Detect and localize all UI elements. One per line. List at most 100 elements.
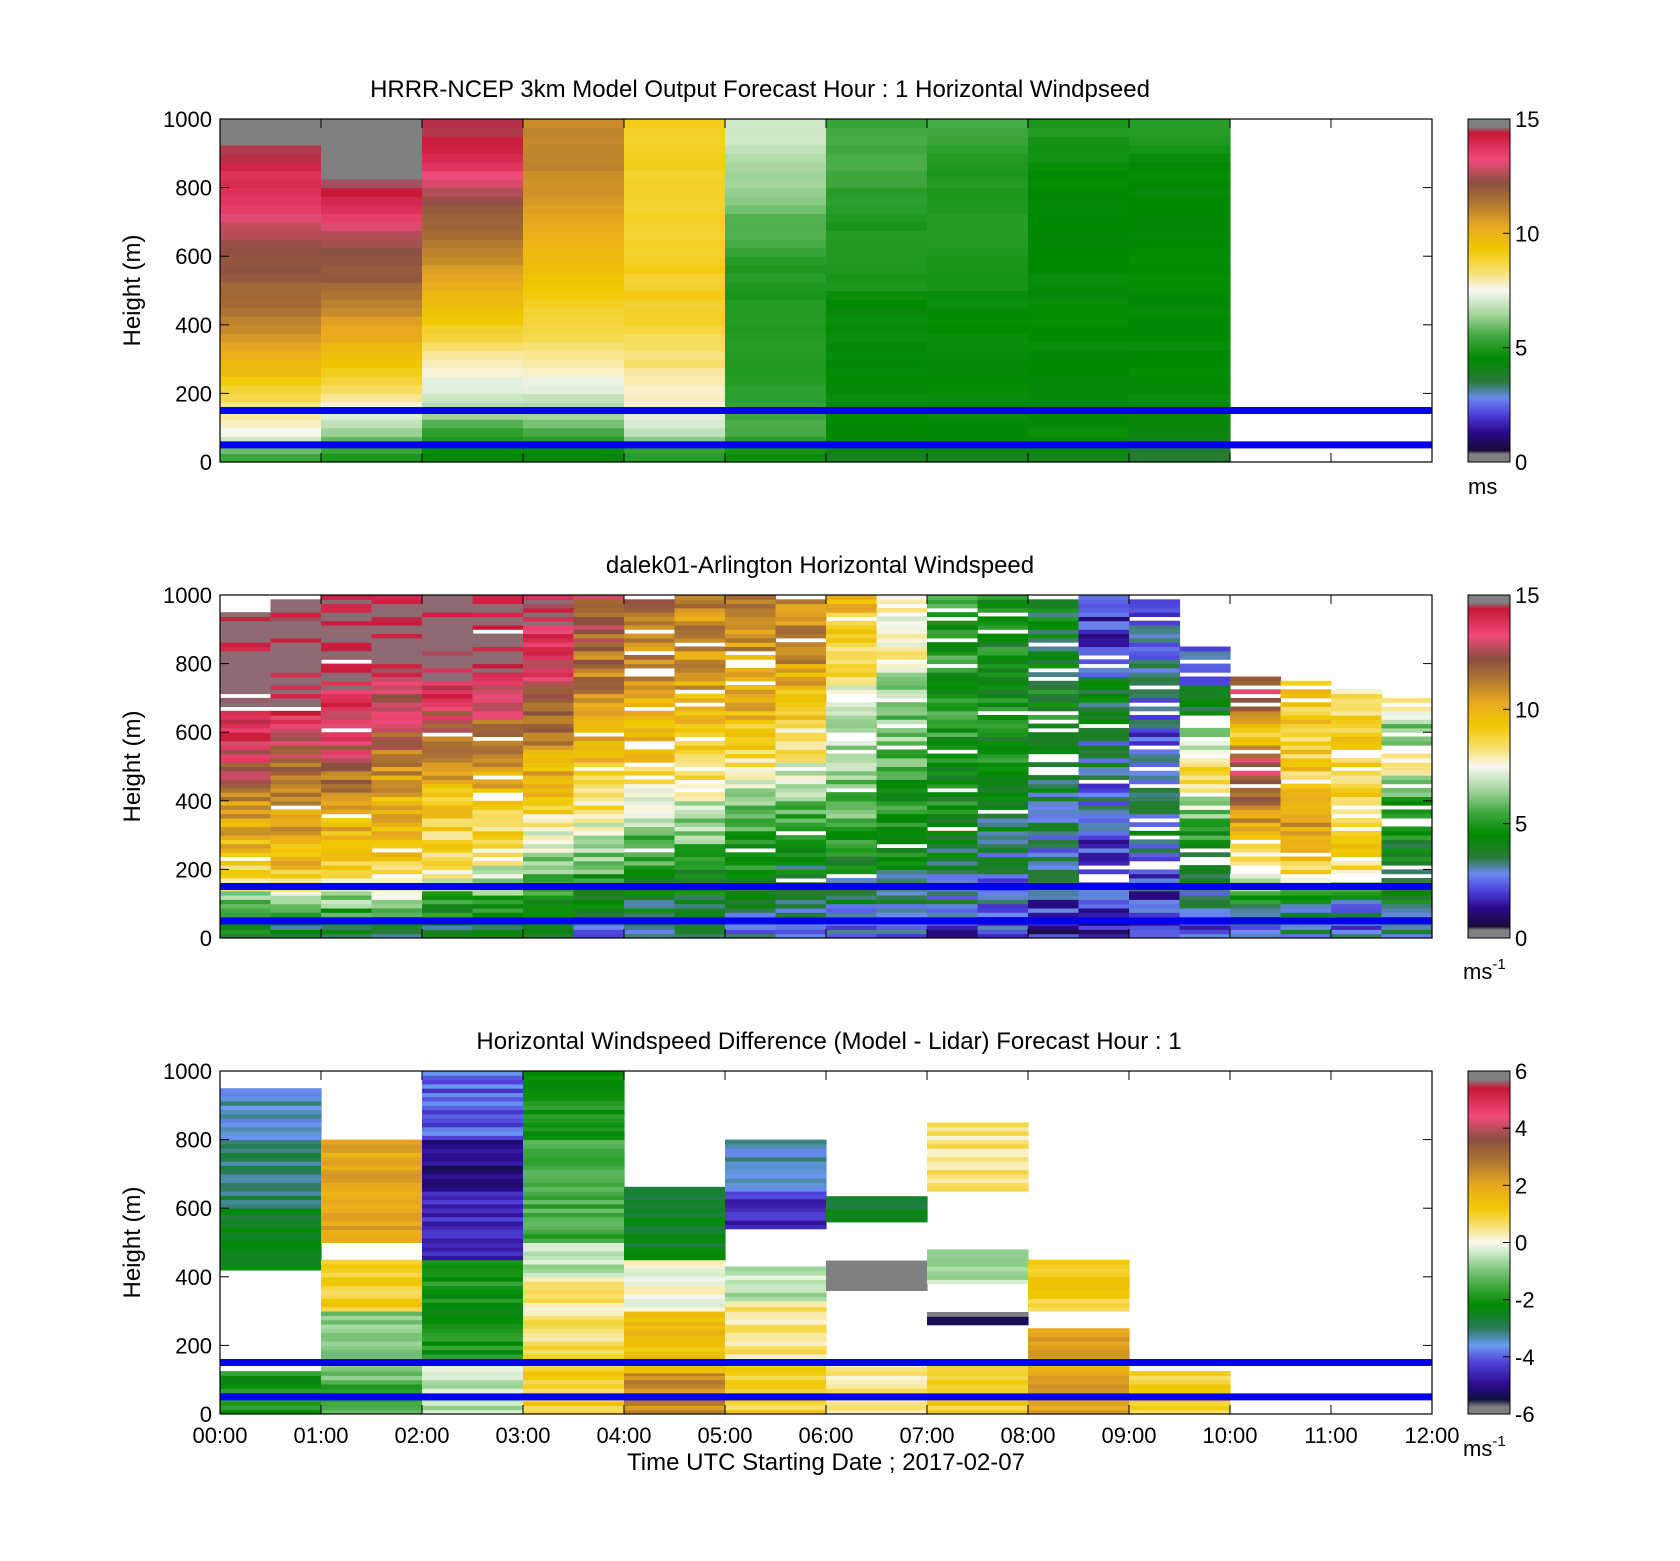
heatmap-cell (523, 625, 575, 630)
y-axis-label: Height (m) (119, 234, 146, 346)
heatmap-cell (1129, 736, 1181, 742)
heatmap-cell (220, 925, 272, 930)
heatmap-cell (422, 693, 474, 699)
heatmap-cell (472, 625, 524, 630)
heatmap-cell (624, 1342, 726, 1348)
heatmap-cell (1129, 239, 1231, 249)
heatmap-cell (624, 1255, 726, 1261)
heatmap-cell (927, 646, 979, 652)
heatmap-cell (725, 333, 827, 343)
heatmap-cell (725, 839, 777, 845)
heatmap-cell (1280, 813, 1332, 819)
x-tick-label: 06:00 (798, 1423, 853, 1448)
heatmap-cell (624, 749, 676, 755)
heatmap-cell (977, 732, 1029, 737)
heatmap-cell (321, 1324, 423, 1329)
heatmap-cell (371, 732, 423, 737)
heatmap-cell (472, 749, 524, 755)
heatmap-cell (1129, 787, 1181, 793)
heatmap-cell (1078, 646, 1130, 652)
heatmap-cell (1028, 878, 1080, 883)
heatmap-cell (422, 1195, 524, 1201)
heatmap-cell (523, 770, 575, 776)
heatmap-cell (876, 633, 928, 639)
reference-lines (220, 407, 1432, 449)
heatmap-cell (624, 1401, 726, 1406)
heatmap-cell (523, 230, 625, 240)
heatmap-cell (523, 1208, 625, 1213)
heatmap-cell (1028, 402, 1130, 412)
heatmap-cell (775, 749, 827, 755)
heatmap-cell (220, 612, 272, 617)
heatmap-cell (927, 830, 979, 836)
heatmap-cell (725, 1190, 827, 1195)
heatmap-cell (775, 890, 827, 896)
heatmap-cell (977, 783, 1029, 789)
heatmap-cell (573, 878, 625, 883)
heatmap-cell (523, 637, 575, 643)
heatmap-cell (523, 873, 575, 879)
heatmap-cell (422, 1191, 524, 1196)
heatmap-cell (371, 697, 423, 703)
heatmap-cell (321, 1212, 423, 1218)
heatmap-cell (1078, 908, 1130, 913)
heatmap-cell (523, 213, 625, 223)
heatmap-cell (876, 676, 928, 682)
heatmap-cell (220, 307, 322, 317)
heatmap-cell (422, 1143, 524, 1149)
heatmap-cell (624, 1268, 726, 1273)
heatmap-cell (321, 1349, 423, 1355)
x-tick-label: 05:00 (697, 1423, 752, 1448)
colorbar-unit-base: ms (1463, 959, 1492, 984)
heatmap-cell (1179, 650, 1231, 656)
heatmap-cell (977, 878, 1029, 883)
heatmap-cell (523, 655, 575, 660)
heatmap-cell (523, 1388, 625, 1394)
heatmap-cell (725, 427, 827, 437)
heatmap-cell (523, 1302, 625, 1308)
heatmap-cell (826, 127, 928, 137)
heatmap-cell (422, 1354, 524, 1359)
heatmap-cell (1028, 204, 1130, 214)
heatmap-cell (523, 136, 625, 146)
heatmap-cell (1129, 384, 1231, 394)
heatmap-cell (321, 625, 373, 630)
heatmap-cell (422, 1221, 524, 1226)
heatmap-cell (927, 144, 1029, 154)
heatmap-cell (876, 792, 928, 797)
heatmap-cell (624, 680, 676, 686)
heatmap-cell (321, 299, 423, 309)
heatmap-cell (624, 719, 676, 725)
heatmap-cell (1179, 676, 1231, 682)
heatmap-cell (977, 865, 1029, 870)
heatmap-cell (725, 642, 777, 647)
heatmap-cell (422, 1328, 524, 1334)
heatmap-cell (422, 213, 524, 223)
heatmap-cell (775, 800, 827, 806)
heatmap-cell (927, 1405, 1029, 1411)
heatmap-cell (1028, 646, 1080, 652)
heatmap-cell (321, 1409, 423, 1415)
colorbar-tick-label: 0 (1515, 450, 1527, 475)
heatmap-cell (1381, 740, 1433, 746)
heatmap-cell (775, 762, 827, 767)
heatmap-cell (624, 723, 676, 729)
heatmap-cell (270, 787, 322, 793)
heatmap-cell (1129, 1371, 1231, 1376)
heatmap-cell (1028, 1409, 1130, 1415)
heatmap-cell (1028, 783, 1080, 789)
heatmap-cell (321, 702, 373, 707)
heatmap-cell (927, 715, 979, 720)
heatmap-cell (1129, 599, 1181, 605)
heatmap-cell (321, 1259, 423, 1265)
heatmap-cell (725, 1220, 827, 1225)
heatmap-cell (1129, 376, 1231, 386)
heatmap-cell (321, 620, 373, 626)
heatmap-cell (1381, 813, 1433, 819)
heatmap-cell (1331, 715, 1383, 720)
heatmap-cell (1179, 655, 1231, 660)
heatmap-cell (1129, 453, 1231, 463)
heatmap-cell (725, 1207, 827, 1213)
heatmap-cell (523, 612, 575, 617)
heatmap-cell (1028, 826, 1080, 832)
